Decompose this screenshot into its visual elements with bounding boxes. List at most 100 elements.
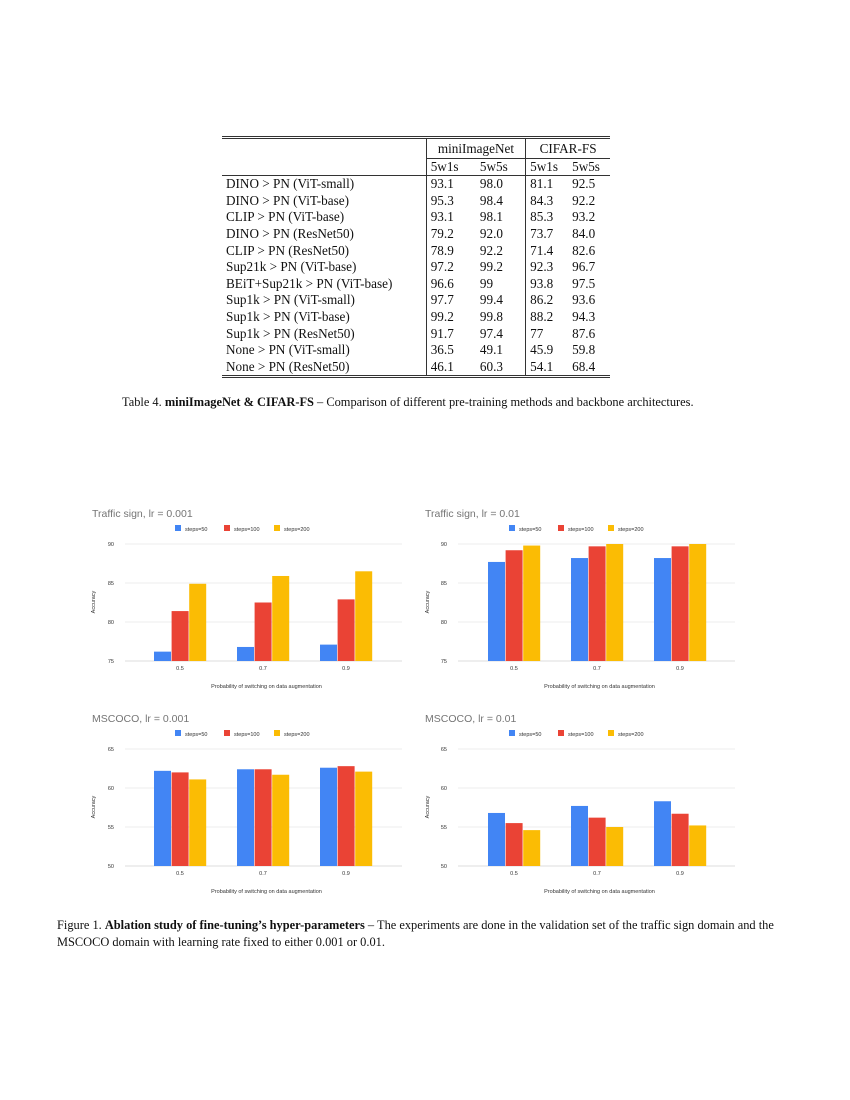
value-cell: 71.4	[525, 242, 569, 260]
legend-label: steps=50	[519, 732, 541, 738]
value-cell: 59.8	[572, 342, 596, 358]
value-cell: 93.8	[525, 275, 569, 293]
table-row: Sup21k > PN (ViT-base) 97.2 99.2 92.3 96.7	[222, 259, 610, 276]
chart-title: Traffic sign, lr = 0.01	[425, 508, 520, 520]
x-tick-label: 0.5	[510, 871, 518, 877]
value-cell: 99.4	[479, 292, 503, 308]
legend-swatch	[175, 525, 181, 531]
legend-swatch	[274, 730, 280, 736]
bar-steps-50	[654, 558, 671, 661]
figure-caption: Figure 1. Ablation study of fine-tuning’…	[57, 917, 797, 950]
x-tick-label: 0.5	[510, 666, 518, 672]
value-cell: 99.2	[425, 308, 476, 326]
value-cell: 99.2	[479, 259, 503, 275]
value-cell: 93.6	[572, 292, 596, 308]
value-cell: 85.3	[525, 209, 569, 226]
x-tick-label: 0.9	[676, 666, 684, 672]
bar-steps-200	[523, 545, 541, 661]
value-cell: 49.1	[479, 342, 503, 358]
y-tick-label: 50	[441, 864, 447, 870]
legend-swatch	[274, 525, 280, 531]
legend-label: steps=200	[284, 732, 310, 738]
bar-steps-50	[320, 767, 337, 866]
caption-prefix: Table 4.	[122, 395, 165, 409]
legend-swatch	[224, 730, 230, 736]
value-cell: 91.7	[425, 325, 476, 343]
value-cell: 92.0	[479, 225, 503, 241]
value-cell: 92.5	[568, 175, 610, 193]
bar-steps-200	[189, 779, 207, 866]
y-tick-label: 60	[441, 786, 447, 792]
x-axis-title: Probability of switching on data augment…	[544, 684, 655, 690]
bar-steps-200	[272, 575, 290, 661]
bar-steps-100	[171, 772, 189, 866]
value-cell: 92.2	[479, 242, 503, 258]
table-row: None > PN (ViT-small) 36.5 49.1 45.9 59.8	[222, 342, 610, 359]
column-header: 5w1s	[425, 158, 476, 176]
bar-steps-100	[505, 823, 523, 866]
legend-swatch	[558, 525, 564, 531]
chart-mscoco-lr001: MSCOCO, lr = 0.01 steps=50 steps=100 steps=…	[425, 713, 735, 895]
method-cell: Sup21k > PN (ViT-base)	[226, 259, 357, 275]
x-axis-title: Probability of switching on data augment…	[544, 889, 655, 895]
value-cell: 60.3	[475, 358, 526, 379]
caption-prefix: Figure 1.	[57, 918, 105, 932]
x-tick-label: 0.7	[259, 871, 267, 877]
table-row: Sup1k > PN (ViT-small) 97.7 99.4 86.2 93.6	[222, 292, 610, 309]
column-header: 5w1s	[525, 158, 569, 176]
value-cell: 97.2	[425, 259, 476, 276]
bar-steps-100	[671, 546, 689, 661]
x-tick-label: 0.7	[593, 666, 601, 672]
value-cell: 96.6	[425, 275, 476, 293]
legend-label: steps=50	[185, 527, 207, 533]
value-cell: 92.3	[525, 259, 569, 276]
y-tick-label: 55	[108, 825, 114, 831]
corner-cell	[222, 158, 426, 176]
value-cell: 73.7	[525, 225, 569, 243]
value-cell: 86.2	[525, 292, 569, 309]
method-cell: DINO > PN (ViT-small)	[222, 175, 427, 193]
bar-steps-50	[320, 644, 337, 661]
value-cell: 95.3	[425, 192, 476, 210]
bar-steps-50	[154, 651, 171, 661]
caption-bold: Ablation study of fine-tuning’s hyper-pa…	[104, 918, 365, 932]
bar-steps-200	[523, 830, 541, 866]
x-axis-title: Probability of switching on data augment…	[211, 684, 322, 690]
value-cell: 99	[479, 275, 494, 291]
table-row: DINO > PN (ViT-base) 95.3 98.4 84.3 92.2	[222, 192, 610, 210]
bar-steps-200	[606, 544, 624, 661]
bar-steps-50	[571, 558, 588, 661]
caption-text: – The experiments are done in the valida…	[57, 918, 774, 949]
y-tick-label: 85	[108, 581, 114, 587]
bar-steps-200	[689, 544, 707, 661]
value-cell: 81.1	[525, 175, 569, 193]
x-tick-label: 0.5	[176, 666, 184, 672]
x-tick-label: 0.9	[342, 871, 350, 877]
table-row: None > PN (ResNet50) 46.1 60.3 54.1 68.4	[222, 358, 610, 379]
bar-steps-100	[588, 546, 606, 661]
legend-swatch	[175, 730, 181, 736]
bar-steps-100	[505, 550, 523, 661]
caption-bold: miniImageNet & CIFAR-FS	[164, 395, 314, 409]
legend-label: steps=100	[568, 527, 594, 533]
method-cell: DINO > PN (ResNet50)	[226, 225, 354, 241]
bar-steps-200	[689, 825, 707, 866]
table-row: Sup1k > PN (ViT-base) 99.2 99.8 88.2 94.3	[222, 308, 610, 326]
legend-swatch	[558, 730, 564, 736]
bar-steps-50	[154, 770, 171, 866]
value-cell: 46.1	[425, 358, 476, 379]
y-tick-label: 80	[441, 620, 447, 626]
legend-label: steps=200	[618, 527, 644, 533]
value-cell: 93.1	[425, 175, 476, 193]
value-cell: 97.7	[425, 292, 476, 309]
results-table: miniImageNet CIFAR-FS 5w1s 5w5s 5w1s 5w5…	[222, 136, 610, 379]
value-cell: 79.2	[425, 225, 476, 243]
corner-cell	[222, 136, 427, 159]
y-tick-label: 65	[441, 747, 447, 753]
chart-title: Traffic sign, lr = 0.001	[92, 508, 193, 520]
method-cell: CLIP > PN (ResNet50)	[226, 242, 350, 258]
legend-swatch	[509, 730, 515, 736]
value-cell: 93.1	[425, 209, 476, 226]
column-header: 5w5s	[479, 158, 508, 174]
bar-steps-100	[254, 602, 272, 661]
